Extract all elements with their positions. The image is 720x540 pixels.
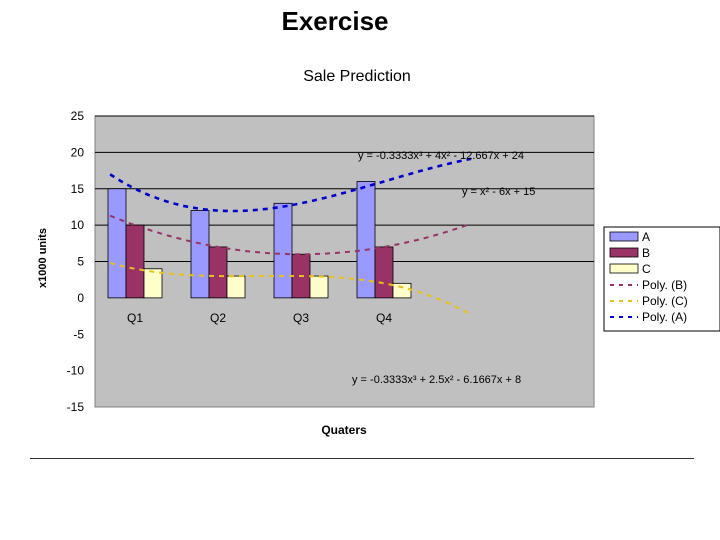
bar-b-q1 <box>125 224 145 299</box>
bar-c-q4 <box>392 282 412 299</box>
y-tick-label: -5 <box>73 327 84 341</box>
x-tick-label: Q2 <box>210 311 226 325</box>
bar-a-q3 <box>273 202 293 299</box>
legend-label: Poly. (B) <box>642 278 687 292</box>
footer-divider <box>30 458 694 459</box>
chart-title: Sale Prediction <box>303 68 411 85</box>
bar-a-q4 <box>356 181 376 299</box>
legend: ABC Poly. (B) Poly. (C) Poly. (A) <box>603 226 720 332</box>
legend-label: B <box>642 246 650 260</box>
legend-label: Poly. (A) <box>642 310 687 324</box>
bar-a-q1 <box>107 188 127 299</box>
bar-c-q3 <box>309 275 329 299</box>
legend-label: C <box>642 262 651 276</box>
legend-swatch <box>609 231 639 242</box>
x-tick-label: Q1 <box>127 311 143 325</box>
x-axis-label: Quaters <box>321 423 367 437</box>
legend-swatch <box>609 247 639 258</box>
trendline-equation-b: y = x² - 6x + 15 <box>462 186 535 198</box>
trendline-c <box>109 262 472 316</box>
trendline-equation-c: y = -0.3333x³ + 2.5x² - 6.1667x + 8 <box>352 374 521 386</box>
y-tick-label: 20 <box>71 145 85 159</box>
y-tick-label: -15 <box>67 400 85 414</box>
legend-box <box>603 226 720 332</box>
bar-c-q1 <box>143 268 163 299</box>
y-tick-label: 10 <box>71 218 85 232</box>
legend-label: A <box>642 230 650 244</box>
y-tick-label: -10 <box>67 364 85 378</box>
slide-title: Exercise <box>281 6 389 36</box>
x-tick-label: Q4 <box>376 311 392 325</box>
bar-c-q2 <box>226 275 246 299</box>
bar-b-q4 <box>374 246 394 299</box>
trendline-equation-a: y = -0.3333x³ + 4x² - 12.667x + 24 <box>358 150 524 162</box>
legend-label: Poly. (C) <box>642 294 688 308</box>
bar-a-q2 <box>190 210 210 299</box>
trendline-a <box>109 157 472 213</box>
trendline-b <box>109 214 472 256</box>
y-tick-label: 0 <box>77 291 84 305</box>
x-tick-label: Q3 <box>293 311 309 325</box>
y-axis-label: x1000 units <box>37 228 49 288</box>
y-tick-label: 25 <box>71 109 85 123</box>
y-tick-label: 5 <box>77 255 84 269</box>
y-tick-label: 15 <box>71 182 85 196</box>
bar-b-q2 <box>208 246 228 299</box>
legend-swatch <box>609 263 639 274</box>
